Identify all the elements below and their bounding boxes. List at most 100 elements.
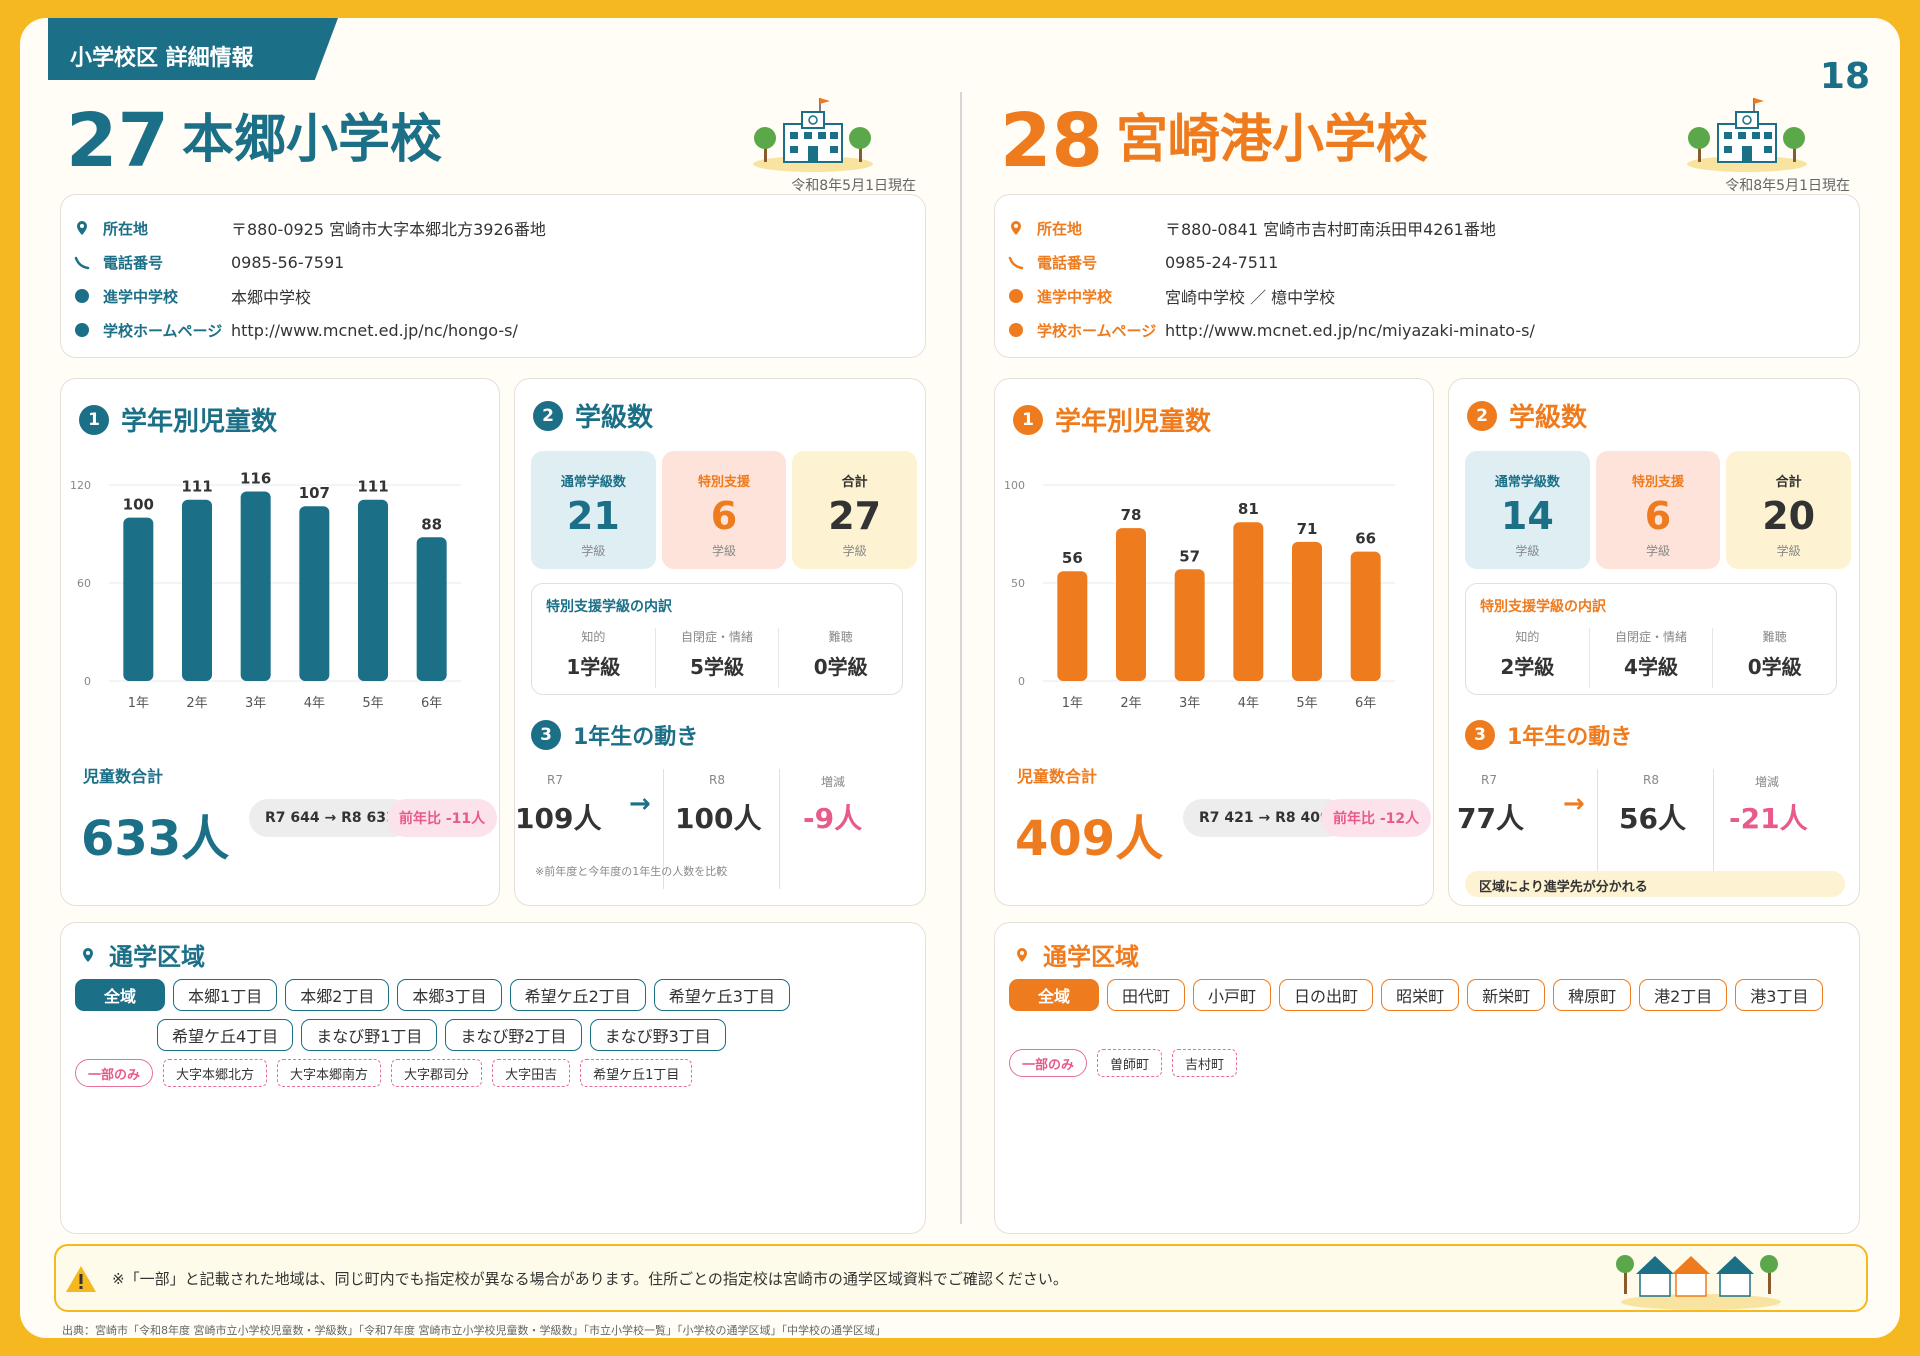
first-grade-r7: 109人 <box>515 802 602 835</box>
area-chip: 希望ケ丘3丁目 <box>653 979 790 1011</box>
total-students: 633人 <box>81 811 230 867</box>
tile-unit: 学級 <box>712 543 737 558</box>
tile-unit: 学級 <box>1646 543 1671 558</box>
first-grade-diff: -21人 <box>1729 802 1808 835</box>
school-panel-hongo: 27 本郷小学校 令和8年5月1日現在 所在地 〒880-0925 宮崎市大字本… <box>56 0 956 1240</box>
tile-number: 20 <box>1762 494 1816 538</box>
as-of-date: 令和8年5月1日現在 <box>1725 178 1850 194</box>
bar-1年 <box>123 517 154 681</box>
r7-label: R7 <box>1481 773 1497 787</box>
x-category-label: 6年 <box>421 696 442 711</box>
address-label: 所在地 <box>1037 219 1083 238</box>
tile-number: 14 <box>1500 494 1554 538</box>
all-area-badge: 全域 <box>75 979 166 1011</box>
partial-area-chip: 曽師町 <box>1097 1049 1163 1077</box>
bar-1年 <box>1057 571 1088 681</box>
class-title-text: 学級数 <box>575 403 654 433</box>
school-number: 27 <box>66 98 169 184</box>
x-category-label: 1年 <box>1062 696 1083 711</box>
all-area-badge: 全域 <box>1009 979 1100 1011</box>
bullet-dot-icon <box>1007 287 1025 305</box>
grade-section-title: 1 学年別児童数 <box>79 401 277 438</box>
district-section-title: 通学区域 <box>1013 937 1139 972</box>
movement-title-text: 1年生の動き <box>573 725 699 750</box>
bar-5年 <box>358 499 388 681</box>
location-pin-icon <box>1013 946 1031 964</box>
address-value: 〒880-0841 宮崎市吉村町南浜田甲4261番地 <box>1165 220 1496 239</box>
warning-box: ※「一部」と記載された地域は、同じ町内でも指定校が異なる場合があります。住所ごと… <box>54 1244 1868 1312</box>
first-grade-r8: 56人 <box>1619 802 1686 835</box>
location-pin-icon <box>79 946 97 964</box>
total-class-tile: 合計 27 学級 <box>792 451 918 569</box>
bar-value-label: 88 <box>421 515 442 533</box>
area-chip: 希望ケ丘2丁目 <box>509 979 646 1011</box>
regular-class-tile: 通常学級数 14 学級 <box>1465 451 1590 569</box>
bar-6年 <box>1350 551 1381 681</box>
phone-value: 0985-24-7511 <box>1165 252 1279 272</box>
bar-4年 <box>1233 522 1264 681</box>
grade-title-text: 学年別児童数 <box>1055 407 1212 437</box>
bar-value-label: 111 <box>357 478 388 496</box>
bar-value-label: 81 <box>1238 500 1259 518</box>
area-chip: まなび野2丁目 <box>445 1019 582 1051</box>
bullet-dot-icon <box>1007 321 1025 339</box>
school-name: 宮崎港小学校 <box>1116 110 1429 170</box>
address-row: 所在地 〒880-0925 宮崎市大字本郷北方3926番地 <box>73 213 546 243</box>
area-chip: 昭栄町 <box>1381 979 1460 1011</box>
r8-label: R8 <box>709 773 725 787</box>
homepage-row: 学校ホームページ http://www.mcnet.ed.jp/nc/miyaz… <box>1007 315 1535 345</box>
section-tag: 小学校区 詳細情報 <box>48 18 338 80</box>
r8-label: R8 <box>1643 773 1659 787</box>
r7-label: R7 <box>547 773 563 787</box>
area-chip: 本郷1丁目 <box>173 979 278 1011</box>
section-number-badge: 3 <box>531 720 561 750</box>
homepage-row: 学校ホームページ http://www.mcnet.ed.jp/nc/hongo… <box>73 315 518 345</box>
tile-label: 特別支援 <box>1632 475 1685 490</box>
partial-area-chip: 大字本郷北方 <box>163 1059 268 1087</box>
as-of-date: 令和8年5月1日現在 <box>791 178 916 194</box>
warning-text: ※「一部」と記載された地域は、同じ町内でも指定校が異なる場合があります。住所ごと… <box>112 1270 1068 1288</box>
jhs-row: 進学中学校 本郷中学校 <box>73 281 311 311</box>
tile-unit: 学級 <box>1776 543 1801 558</box>
bullet-dot-icon <box>73 287 91 305</box>
area-chip: まなび野3丁目 <box>589 1019 726 1051</box>
phone-row: 電話番号 0985-56-7591 <box>73 247 344 277</box>
warning-icon <box>66 1266 96 1292</box>
section-number-badge: 2 <box>533 400 563 431</box>
bar-2年 <box>1116 528 1146 681</box>
jhs-row: 進学中学校 宮崎中学校 ／ 檍中学校 <box>1007 281 1335 311</box>
homepage-link[interactable]: http://www.mcnet.ed.jp/nc/miyazaki-minat… <box>1165 320 1535 340</box>
area-chip: 日の出町 <box>1279 979 1374 1011</box>
grade-section-title: 1 学年別児童数 <box>1013 401 1211 438</box>
school-panel-miyazaki-minato: 28 宮崎港小学校 令和8年5月1日現在 所在地 〒880-0841 宮崎市吉村… <box>990 0 1890 1240</box>
section-number-badge: 1 <box>1013 404 1043 435</box>
movement-divider <box>779 769 780 889</box>
movement-section-title: 3 1年生の動き <box>1465 719 1632 751</box>
phone-label: 電話番号 <box>1037 253 1098 272</box>
class-tiles: 通常学級数 21 学級 特別支援 6 学級 合計 27 学級 <box>531 451 918 569</box>
x-category-label: 1年 <box>128 696 149 711</box>
partial-only-badge: 一部のみ <box>75 1059 154 1087</box>
class-count-card: 2 学級数 通常学級数 21 学級 特別支援 6 学級 合計 27 学級 特別支… <box>514 378 926 906</box>
page-number: 18 <box>1819 56 1870 97</box>
district-title-text: 通学区域 <box>1043 943 1139 971</box>
bar-6年 <box>416 537 447 681</box>
partial-area-chip: 大字田吉 <box>492 1059 571 1087</box>
area-chip: 本郷3丁目 <box>397 979 502 1011</box>
school-building-icon <box>1687 98 1807 172</box>
arrow-right-icon: → <box>1563 789 1585 819</box>
movement-divider <box>1713 769 1714 889</box>
tile-number: 21 <box>566 494 620 538</box>
class-section-title: 2 学級数 <box>533 397 653 434</box>
phone-value: 0985-56-7591 <box>231 252 345 272</box>
bar-value-label: 100 <box>123 496 154 514</box>
jhs-value: 本郷中学校 <box>231 288 312 307</box>
school-district-card: 通学区域 全域 田代町 小戸町 日の出町 昭栄町 新栄町 稗原町 港2丁目 港3丁目 一部のみ 曽師… <box>994 922 1860 1234</box>
homepage-link[interactable]: http://www.mcnet.ed.jp/nc/hongo-s/ <box>231 320 518 340</box>
x-category-label: 6年 <box>1355 696 1376 711</box>
source-note: 出典：宮崎市「令和8年度 宮崎市立小学校児童数・学級数」「令和7年度 宮崎市立小… <box>62 1324 886 1337</box>
grade-title-text: 学年別児童数 <box>121 407 278 437</box>
area-chip: 稗原町 <box>1553 979 1632 1011</box>
phone-row: 電話番号 0985-24-7511 <box>1007 247 1278 277</box>
arrow-right-icon: → <box>629 789 651 819</box>
